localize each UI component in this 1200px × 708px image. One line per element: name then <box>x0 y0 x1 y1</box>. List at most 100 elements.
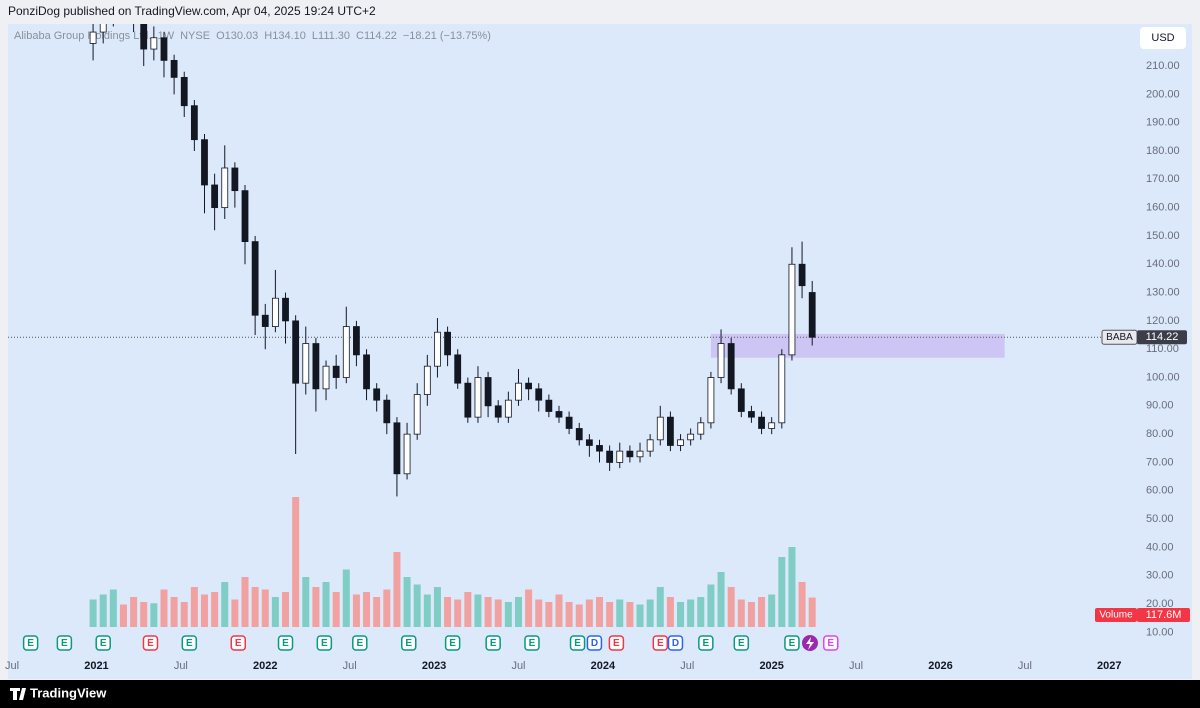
event-badge <box>652 635 669 651</box>
candle-body <box>241 190 249 243</box>
candle-body <box>545 399 553 412</box>
volume-bar <box>383 589 391 627</box>
y-tick-label: 190.00 <box>1146 117 1180 129</box>
event-badge <box>823 635 839 651</box>
volume-bar <box>606 602 614 627</box>
plot-area <box>8 24 1138 627</box>
candle-body <box>292 320 300 384</box>
candle-body <box>261 314 269 327</box>
event-label: E <box>356 638 363 649</box>
volume-bar <box>798 582 806 627</box>
event-label: E <box>574 638 581 649</box>
legend-value: 111.30 <box>318 30 350 42</box>
event-label: D <box>591 638 598 649</box>
candle-body <box>504 399 512 418</box>
x-tick-label: 2027 <box>1097 660 1121 672</box>
volume-bar <box>778 557 786 627</box>
volume-value-tag <box>1137 608 1190 622</box>
candle-body <box>748 411 755 418</box>
volume-bar <box>363 592 371 627</box>
volume-bar <box>200 594 208 627</box>
legend-value: 134.10 <box>272 30 306 42</box>
price-change: −18.21 (−13.75%) <box>403 30 491 42</box>
volume-bar <box>433 587 441 627</box>
x-tick-label: Jul <box>174 660 188 672</box>
volume-bar <box>697 597 705 627</box>
event-badge <box>56 635 73 651</box>
candle-body <box>798 263 806 287</box>
volume-bar <box>150 603 158 627</box>
y-tick-label: 140.00 <box>1146 258 1180 270</box>
candle-body <box>585 439 593 446</box>
volume-bar <box>636 604 644 627</box>
volume-bar <box>180 602 188 627</box>
x-tick-label: 2021 <box>84 660 108 672</box>
volume-bar <box>555 594 563 627</box>
y-tick-label: 70.00 <box>1146 456 1174 468</box>
candle-body <box>555 411 563 418</box>
event-badge <box>142 635 159 651</box>
volume-bar <box>707 584 715 627</box>
candle-body <box>89 31 97 44</box>
volume-bar <box>717 572 725 627</box>
candle-body <box>464 382 472 418</box>
volume-bar <box>484 597 492 627</box>
candle-body <box>231 167 239 192</box>
event-label: E <box>613 638 620 649</box>
candle-body <box>271 297 279 327</box>
volume-value-label: 117.6M <box>1146 609 1182 621</box>
volume-bar <box>808 597 816 627</box>
volume-bar <box>160 589 168 627</box>
candle-body <box>616 450 624 463</box>
volume-bar <box>535 599 543 627</box>
event-label: E <box>405 638 412 649</box>
volume-bar <box>261 589 269 627</box>
volume-bar <box>119 604 127 627</box>
symbol-name: Alibaba Group Holdings Ltd. <box>14 30 152 42</box>
candle-body <box>788 263 796 356</box>
event-label: E <box>449 638 456 649</box>
candle-body <box>201 139 208 186</box>
candle-body <box>190 105 198 141</box>
candle-body <box>363 354 370 390</box>
y-tick-label: 60.00 <box>1146 485 1174 497</box>
candle-body <box>717 343 725 378</box>
volume-bar <box>413 584 421 627</box>
candle-body <box>99 24 107 33</box>
event-badge <box>485 635 501 651</box>
candle-body <box>282 297 289 322</box>
volume-bar <box>687 599 695 627</box>
volume-bar <box>211 592 219 627</box>
volume-bar <box>342 569 350 627</box>
candle-body <box>484 377 492 407</box>
volume-bar <box>545 602 553 627</box>
volume-bar <box>190 587 198 627</box>
candle-body <box>342 326 350 378</box>
x-tick-label: 2023 <box>422 660 446 672</box>
volume-bar <box>292 497 300 627</box>
y-tick-label: 80.00 <box>1146 428 1174 440</box>
volume-bar <box>170 597 178 627</box>
volume-bar <box>788 547 796 627</box>
event-label: E <box>282 638 289 649</box>
volume-bar <box>768 594 776 627</box>
event-badge <box>277 635 294 651</box>
volume-bar <box>525 589 533 627</box>
event-badge <box>95 635 111 651</box>
volume-bar <box>596 597 604 627</box>
footer-brand: TradingView <box>30 685 107 700</box>
volume-bar <box>109 589 117 627</box>
candle-body <box>515 382 522 401</box>
currency-button[interactable] <box>1140 27 1186 49</box>
currency-label: USD <box>1151 32 1174 44</box>
candle-body <box>697 422 705 435</box>
y-tick-label: 180.00 <box>1146 145 1180 157</box>
volume-bar <box>99 594 107 627</box>
candle-body <box>170 59 178 78</box>
event-label: E <box>321 638 328 649</box>
event-label: E <box>100 638 107 649</box>
event-label: E <box>703 638 710 649</box>
publish-info: PonziDog published on TradingView.com, A… <box>8 4 376 18</box>
y-tick-label: 160.00 <box>1146 202 1180 214</box>
candle-body <box>454 354 462 384</box>
